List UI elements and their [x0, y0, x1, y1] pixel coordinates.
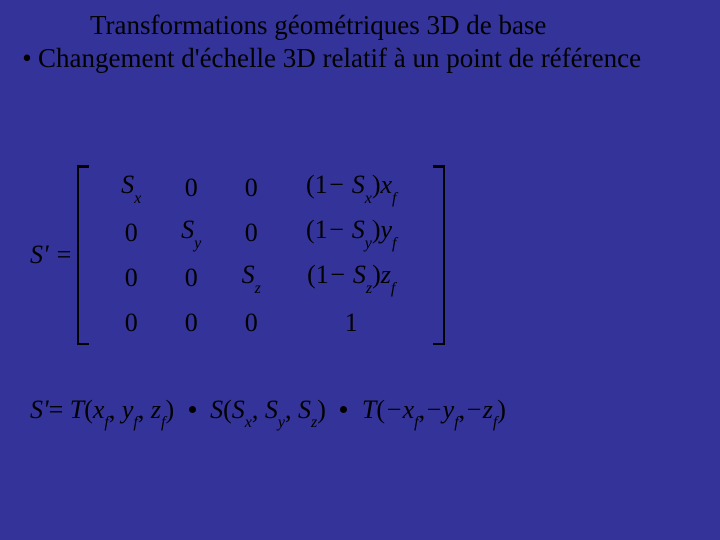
right-bracket-icon: [431, 165, 445, 345]
dot-operator-icon: [189, 406, 196, 413]
bullet-item: • Changement d'échelle 3D relatif à un p…: [16, 42, 641, 74]
bullet-icon: •: [16, 42, 38, 74]
matrix-grid: Sx 0 0 (1− Sx)xf 0 Sy 0 (1− Sy)yf 0 0 Sz…: [91, 165, 431, 345]
cell-0-2: 0: [245, 173, 258, 203]
cell-3-3: 1: [345, 308, 358, 338]
cell-2-2: Sz: [242, 260, 261, 294]
matrix-equation: S' = Sx 0 0 (1− Sx)xf 0 Sy 0 (1− Sy)yf 0…: [30, 165, 445, 345]
cell-0-3: (1− Sx)xf: [306, 170, 397, 204]
equals-sign: =: [57, 240, 72, 270]
cell-2-0: 0: [125, 263, 138, 293]
left-bracket-icon: [77, 165, 91, 345]
dot-operator-icon: [340, 406, 347, 413]
matrix-lhs: S': [30, 240, 49, 270]
eq-part-4: T(−xf,−yf,−zf): [362, 395, 506, 424]
cell-3-0: 0: [125, 308, 138, 338]
eq-part-0: S'= T(xf, yf, zf): [30, 395, 174, 424]
slide: Transformations géométriques 3D de base …: [0, 0, 720, 540]
cell-2-3: (1− Sz)zf: [307, 260, 395, 294]
cell-1-0: 0: [125, 218, 138, 248]
cell-3-1: 0: [185, 308, 198, 338]
cell-2-1: 0: [185, 263, 198, 293]
cell-0-0: Sx: [121, 170, 141, 204]
cell-1-2: 0: [245, 218, 258, 248]
composition-equation: S'= T(xf, yf, zf) S(Sx, Sy, Sz) T(−xf,−y…: [30, 395, 506, 429]
eq-part-2: S(Sx, Sy, Sz): [210, 395, 326, 424]
cell-0-1: 0: [185, 173, 198, 203]
cell-1-1: Sy: [181, 215, 201, 249]
cell-3-2: 0: [245, 308, 258, 338]
cell-1-3: (1− Sy)yf: [306, 215, 397, 249]
bullet-text: Changement d'échelle 3D relatif à un poi…: [38, 42, 641, 74]
slide-title: Transformations géométriques 3D de base: [90, 10, 546, 41]
